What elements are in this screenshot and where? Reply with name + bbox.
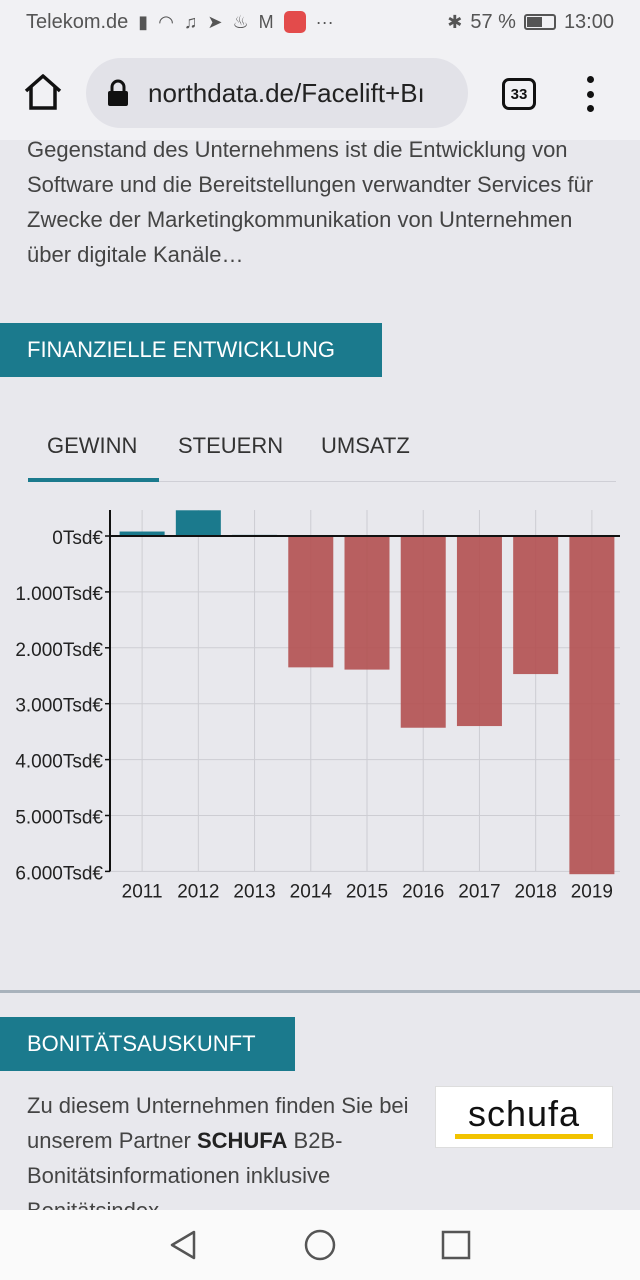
y-tick-label: 3.000Tsd€ [15,696,103,717]
url-text: northdata.de/Facelift+Bı [148,77,425,108]
y-tick-label: 1.000Tsd€ [15,584,103,605]
carrier-label: Telekom.de [26,10,129,33]
x-tick-label: 2017 [458,881,500,902]
x-tick-label: 2016 [402,881,444,902]
more-vert-icon[interactable] [584,76,596,112]
tab-steuern[interactable]: STEUERN [178,433,284,458]
bar-2019[interactable] [569,536,615,875]
bar-2014[interactable] [288,536,334,668]
schufa-partner-name: SCHUFA [196,1128,288,1153]
back-triangle-icon[interactable] [166,1228,200,1262]
wifi-icon: ◠ [158,11,174,32]
mail-icon: M [258,11,274,32]
x-tick-label: 2019 [571,881,613,902]
bar-2018[interactable] [513,536,559,675]
battery-icon [523,14,556,30]
system-navigation-bar [0,1210,640,1280]
x-tick-label: 2015 [346,881,388,902]
section-divider [0,990,640,993]
battery-percent: 57 % [470,10,516,33]
music-icon: ♫ [183,11,198,32]
bonitaet-text: Zu diesem Unternehmen finden Sie bei uns… [27,1093,409,1210]
y-tick-label: 4.000Tsd€ [15,752,103,773]
telegram-icon: ➤ [207,11,223,32]
huawei-icon [283,11,306,33]
bar-2016[interactable] [400,536,446,728]
home-icon[interactable] [22,72,64,112]
status-bar: Telekom.de ▮ ◠ ♫ ➤ ♨ M ··· ✱ 57 % 13:00 [0,0,640,44]
profit-bar-chart: 0Tsd€ 1.000Tsd€ 2.000Tsd€ 3.000Tsd€ 4.000Tsd… [15,510,620,902]
bar-2011[interactable] [119,531,165,536]
y-tick-label: 2.000Tsd€ [15,640,103,661]
signal-icon: ▮ [138,11,149,32]
bar-2017[interactable] [456,536,502,727]
bar-2012[interactable] [175,510,221,536]
x-tick-label: 2012 [177,881,219,902]
y-tick-label: 5.000Tsd€ [15,808,103,829]
x-tick-label: 2014 [290,881,333,902]
y-tick-label: 6.000Tsd€ [15,863,103,884]
bar-2015[interactable] [344,536,390,670]
clock: 13:00 [563,10,614,33]
company-purpose-text: Gegenstand des Unternehmens ist die Entw… [27,140,594,267]
lock-icon [108,79,128,106]
bluetooth-icon: ✱ [447,11,463,32]
x-tick-label: 2013 [233,881,275,902]
y-tick-label: 0Tsd€ [52,528,103,549]
financial-tabs: GEWINN STEUERN UMSATZ [28,428,616,482]
bonitaet-section-heading: BONITÄTSAUSKUNFT [0,1017,295,1071]
financial-section-heading: FINANZIELLE ENTWICKLUNG [0,323,382,377]
x-tick-label: 2018 [515,881,557,902]
more-notifications-icon: ··· [315,11,334,32]
fire-icon: ♨ [232,11,249,32]
tab-switcher-button[interactable]: 33 [502,78,536,110]
recents-square-icon[interactable] [439,1228,473,1262]
page-content: Gegenstand des Unternehmens ist die Entw… [0,140,640,1210]
tab-gewinn[interactable]: GEWINN [28,428,159,482]
x-tick-label: 2011 [122,881,163,902]
schufa-logo[interactable]: schufa [435,1086,613,1148]
tab-umsatz[interactable]: UMSATZ [321,433,410,458]
browser-toolbar: northdata.de/Facelift+Bı 33 [0,44,640,140]
url-bar[interactable]: northdata.de/Facelift+Bı [86,58,468,128]
home-circle-icon[interactable] [303,1228,337,1262]
